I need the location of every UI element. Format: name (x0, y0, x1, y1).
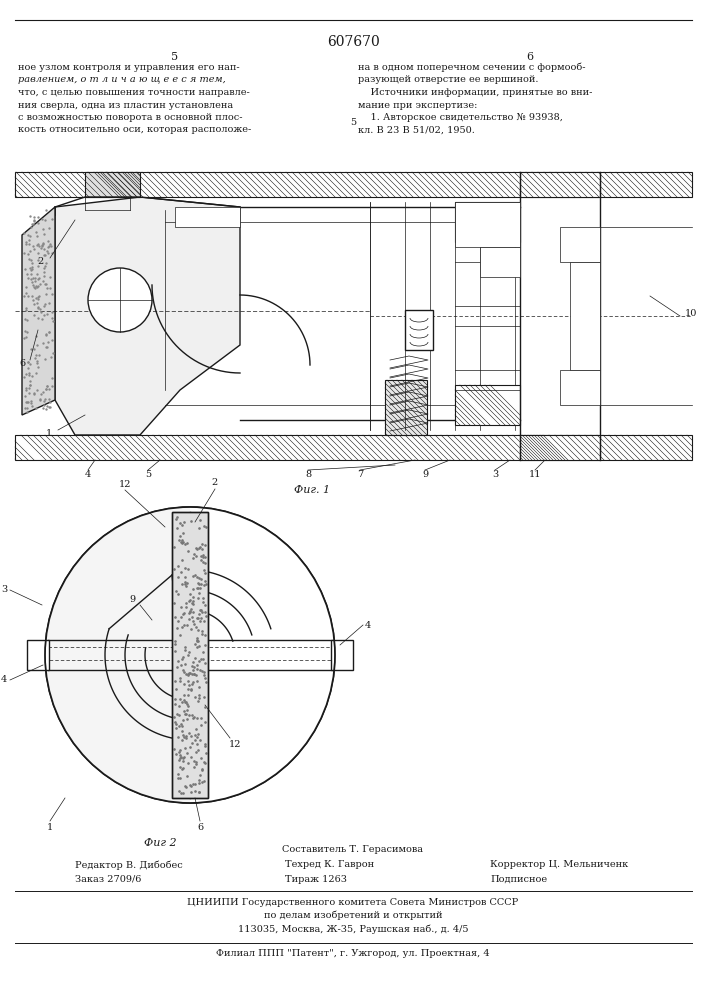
Bar (570, 262, 600, 370)
Text: 3: 3 (1, 585, 7, 594)
Text: 9: 9 (129, 595, 135, 604)
Text: Филиал ППП "Патент", г. Ужгород, ул. Проектная, 4: Филиал ППП "Патент", г. Ужгород, ул. Про… (216, 949, 490, 958)
Text: кл. В 23 В 51/02, 1950.: кл. В 23 В 51/02, 1950. (358, 125, 475, 134)
Text: 5: 5 (171, 52, 179, 62)
Text: 6: 6 (19, 360, 25, 368)
Polygon shape (22, 207, 55, 415)
Text: 4: 4 (85, 470, 91, 479)
Text: 11: 11 (529, 470, 542, 479)
Bar (455, 202, 520, 247)
Polygon shape (45, 507, 190, 803)
Bar (172, 512, 208, 798)
Text: 1: 1 (46, 430, 52, 438)
Text: 2: 2 (212, 478, 218, 487)
Text: Подписное: Подписное (490, 875, 547, 884)
Text: равлением, о т л и ч а ю щ е е с я тем,: равлением, о т л и ч а ю щ е е с я тем, (18, 76, 226, 85)
Text: ЦНИИПИ Государственного комитета Совета Министров СССР: ЦНИИПИ Государственного комитета Совета … (187, 898, 519, 907)
Text: Заказ 2709/6: Заказ 2709/6 (75, 875, 141, 884)
Text: Фиг. 1: Фиг. 1 (294, 485, 330, 495)
Text: 5: 5 (145, 470, 151, 479)
Text: 1: 1 (47, 823, 53, 832)
Bar (455, 385, 520, 425)
Text: Источники информации, принятые во вни-: Источники информации, принятые во вни- (358, 88, 592, 97)
Text: 1. Авторское свидетельство № 93938,: 1. Авторское свидетельство № 93938, (358, 113, 563, 122)
Text: 10: 10 (685, 310, 697, 318)
Text: 12: 12 (229, 740, 241, 749)
Bar (27, 640, 49, 670)
Text: 6: 6 (197, 823, 203, 832)
Text: 5: 5 (350, 118, 356, 127)
Text: 607670: 607670 (327, 35, 380, 49)
Text: кость относительно оси, которая расположе-: кость относительно оси, которая располож… (18, 125, 251, 134)
Text: 2: 2 (37, 257, 44, 266)
Text: 8: 8 (305, 470, 311, 479)
Text: Составитель Т. Герасимова: Составитель Т. Герасимова (283, 845, 423, 854)
Circle shape (88, 268, 152, 332)
Text: 7: 7 (357, 470, 363, 479)
Bar (172, 512, 208, 798)
Bar (405, 310, 433, 350)
Bar (15, 435, 692, 460)
Bar (175, 207, 240, 227)
Bar (385, 380, 427, 435)
Bar (560, 370, 600, 405)
Polygon shape (55, 197, 240, 435)
Bar (15, 172, 692, 197)
Bar (520, 172, 600, 197)
Text: Техред К. Гаврон: Техред К. Гаврон (285, 860, 374, 869)
Text: Редактор В. Дибобес: Редактор В. Дибобес (75, 860, 182, 869)
Text: Фиг 2: Фиг 2 (144, 838, 176, 848)
Text: мание при экспертизе:: мание при экспертизе: (358, 101, 477, 109)
Bar (455, 202, 520, 242)
Bar (560, 227, 600, 262)
Bar (85, 172, 140, 197)
Text: разующей отверстие ее вершиной.: разующей отверстие ее вершиной. (358, 76, 539, 85)
Text: 12: 12 (119, 480, 132, 489)
Bar (480, 247, 520, 277)
Text: 4: 4 (1, 676, 7, 684)
Text: 113035, Москва, Ж-35, Раушская наб., д. 4/5: 113035, Москва, Ж-35, Раушская наб., д. … (238, 924, 468, 934)
Ellipse shape (45, 507, 335, 803)
Text: 3: 3 (492, 470, 498, 479)
Text: по делам изобретений и открытий: по делам изобретений и открытий (264, 911, 443, 920)
Text: 4: 4 (365, 620, 371, 630)
Text: с возможностью поворота в основной плос-: с возможностью поворота в основной плос- (18, 113, 243, 122)
Text: что, с целью повышения точности направле-: что, с целью повышения точности направле… (18, 88, 250, 97)
Bar (331, 640, 353, 670)
Text: Корректор Ц. Мельниченк: Корректор Ц. Мельниченк (490, 860, 629, 869)
Text: на в одном поперечном сечении с формооб-: на в одном поперечном сечении с формооб- (358, 63, 585, 73)
Text: 9: 9 (422, 470, 428, 479)
Text: Тираж 1263: Тираж 1263 (285, 875, 347, 884)
Text: 6: 6 (527, 52, 534, 62)
Text: ния сверла, одна из пластин установлена: ния сверла, одна из пластин установлена (18, 101, 233, 109)
Bar (520, 435, 600, 460)
Polygon shape (190, 507, 335, 803)
Text: ное узлом контроля и управления его нап-: ное узлом контроля и управления его нап- (18, 63, 240, 72)
